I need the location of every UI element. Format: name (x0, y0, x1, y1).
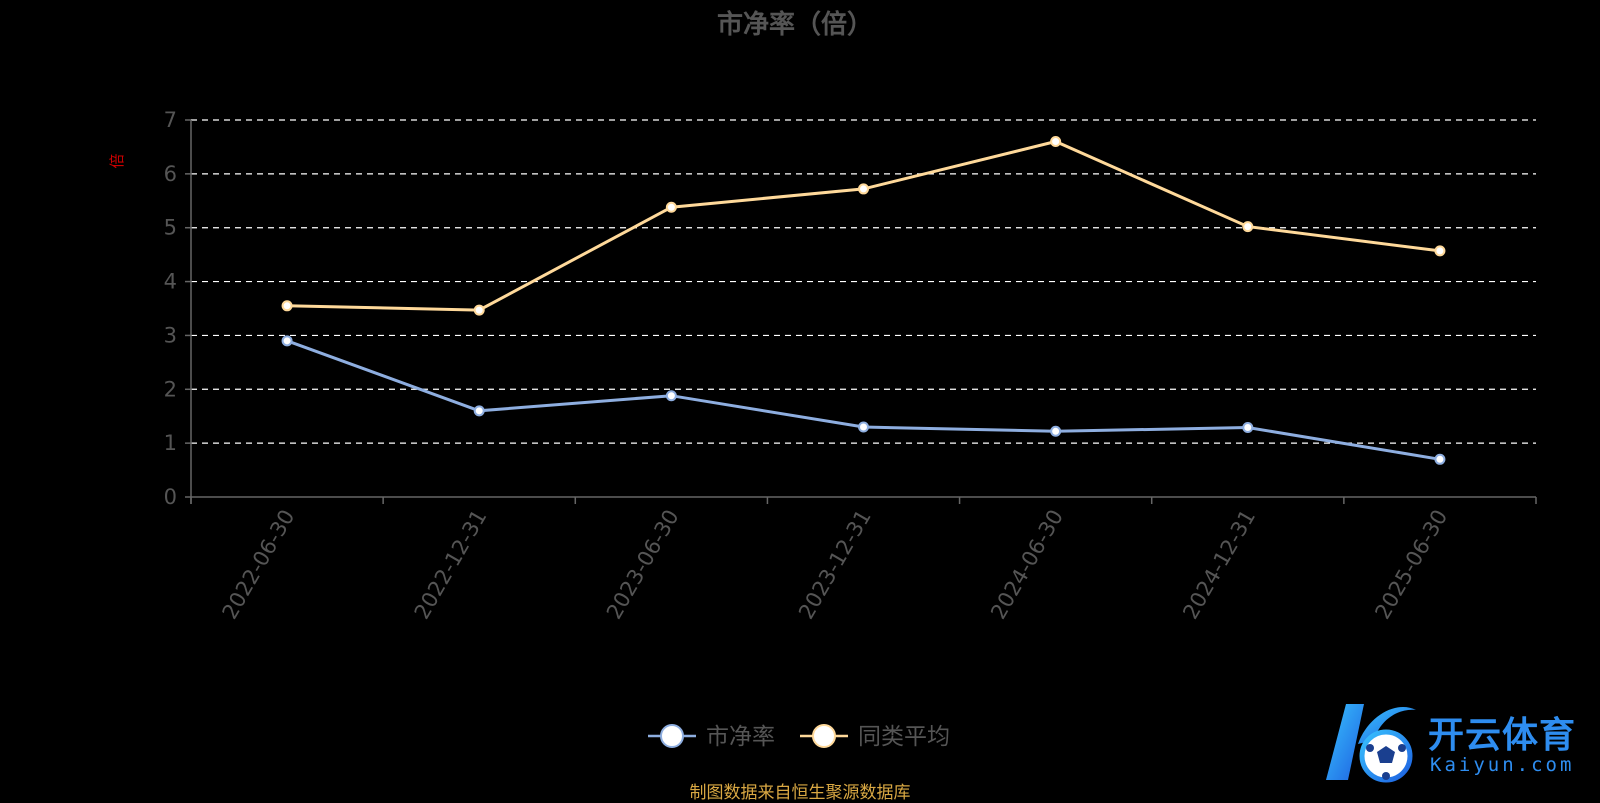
y-tick-label: 2 (164, 377, 177, 401)
x-tick-label: 2023-06-30 (602, 506, 684, 624)
chart-title: 市净率（倍） (717, 9, 873, 40)
y-tick-label: 4 (164, 270, 177, 294)
x-tick-label: 2022-06-30 (218, 506, 300, 624)
data-point (281, 300, 293, 312)
data-point (1434, 453, 1446, 465)
data-point (473, 405, 485, 417)
legend[interactable]: 市净率 同类平均 (648, 724, 950, 750)
data-point (1050, 136, 1062, 148)
data-point (1434, 245, 1446, 257)
series-lines (281, 136, 1446, 465)
data-point (473, 304, 485, 316)
series-line (286, 339, 1441, 461)
data-point (858, 183, 869, 195)
data-point (665, 390, 677, 402)
grid-lines (191, 119, 1536, 444)
x-tick-label: 2025-06-30 (1370, 506, 1452, 624)
logo-name: 开云体育 (1428, 715, 1577, 756)
y-tick-label: 0 (164, 485, 177, 509)
data-point (665, 201, 677, 213)
y-tick-label: 1 (164, 431, 177, 455)
data-source-note: 制图数据来自恒生聚源数据库 (689, 783, 911, 803)
legend-swatch-marker (812, 724, 836, 748)
data-point (858, 421, 869, 433)
kaiyun-logo: 开云体育 Kaiyun.com (1318, 700, 1600, 788)
x-tick-label: 2023-12-31 (794, 506, 876, 624)
data-point (1242, 221, 1254, 233)
data-point (281, 335, 293, 347)
soccer-ball-k-icon (1326, 704, 1416, 783)
axes (185, 119, 1537, 504)
y-tick-label: 5 (164, 216, 177, 240)
y-tick-label: 3 (164, 323, 177, 347)
x-tick-label: 2022-12-31 (410, 506, 492, 624)
data-point (1242, 422, 1254, 434)
y-tick-label: 6 (164, 162, 177, 186)
logo-domain: Kaiyun.com (1430, 754, 1575, 776)
series-line (287, 139, 1441, 312)
x-tick-label: 2024-06-30 (986, 506, 1068, 624)
y-tick-label: 7 (164, 108, 177, 132)
legend-label: 市净率 (706, 724, 775, 750)
x-tick-label: 2024-12-31 (1178, 506, 1260, 624)
legend-swatch-marker (660, 724, 684, 748)
data-point (1050, 425, 1062, 437)
legend-label: 同类平均 (858, 724, 950, 750)
y-axis-label: 倍 (108, 153, 126, 168)
